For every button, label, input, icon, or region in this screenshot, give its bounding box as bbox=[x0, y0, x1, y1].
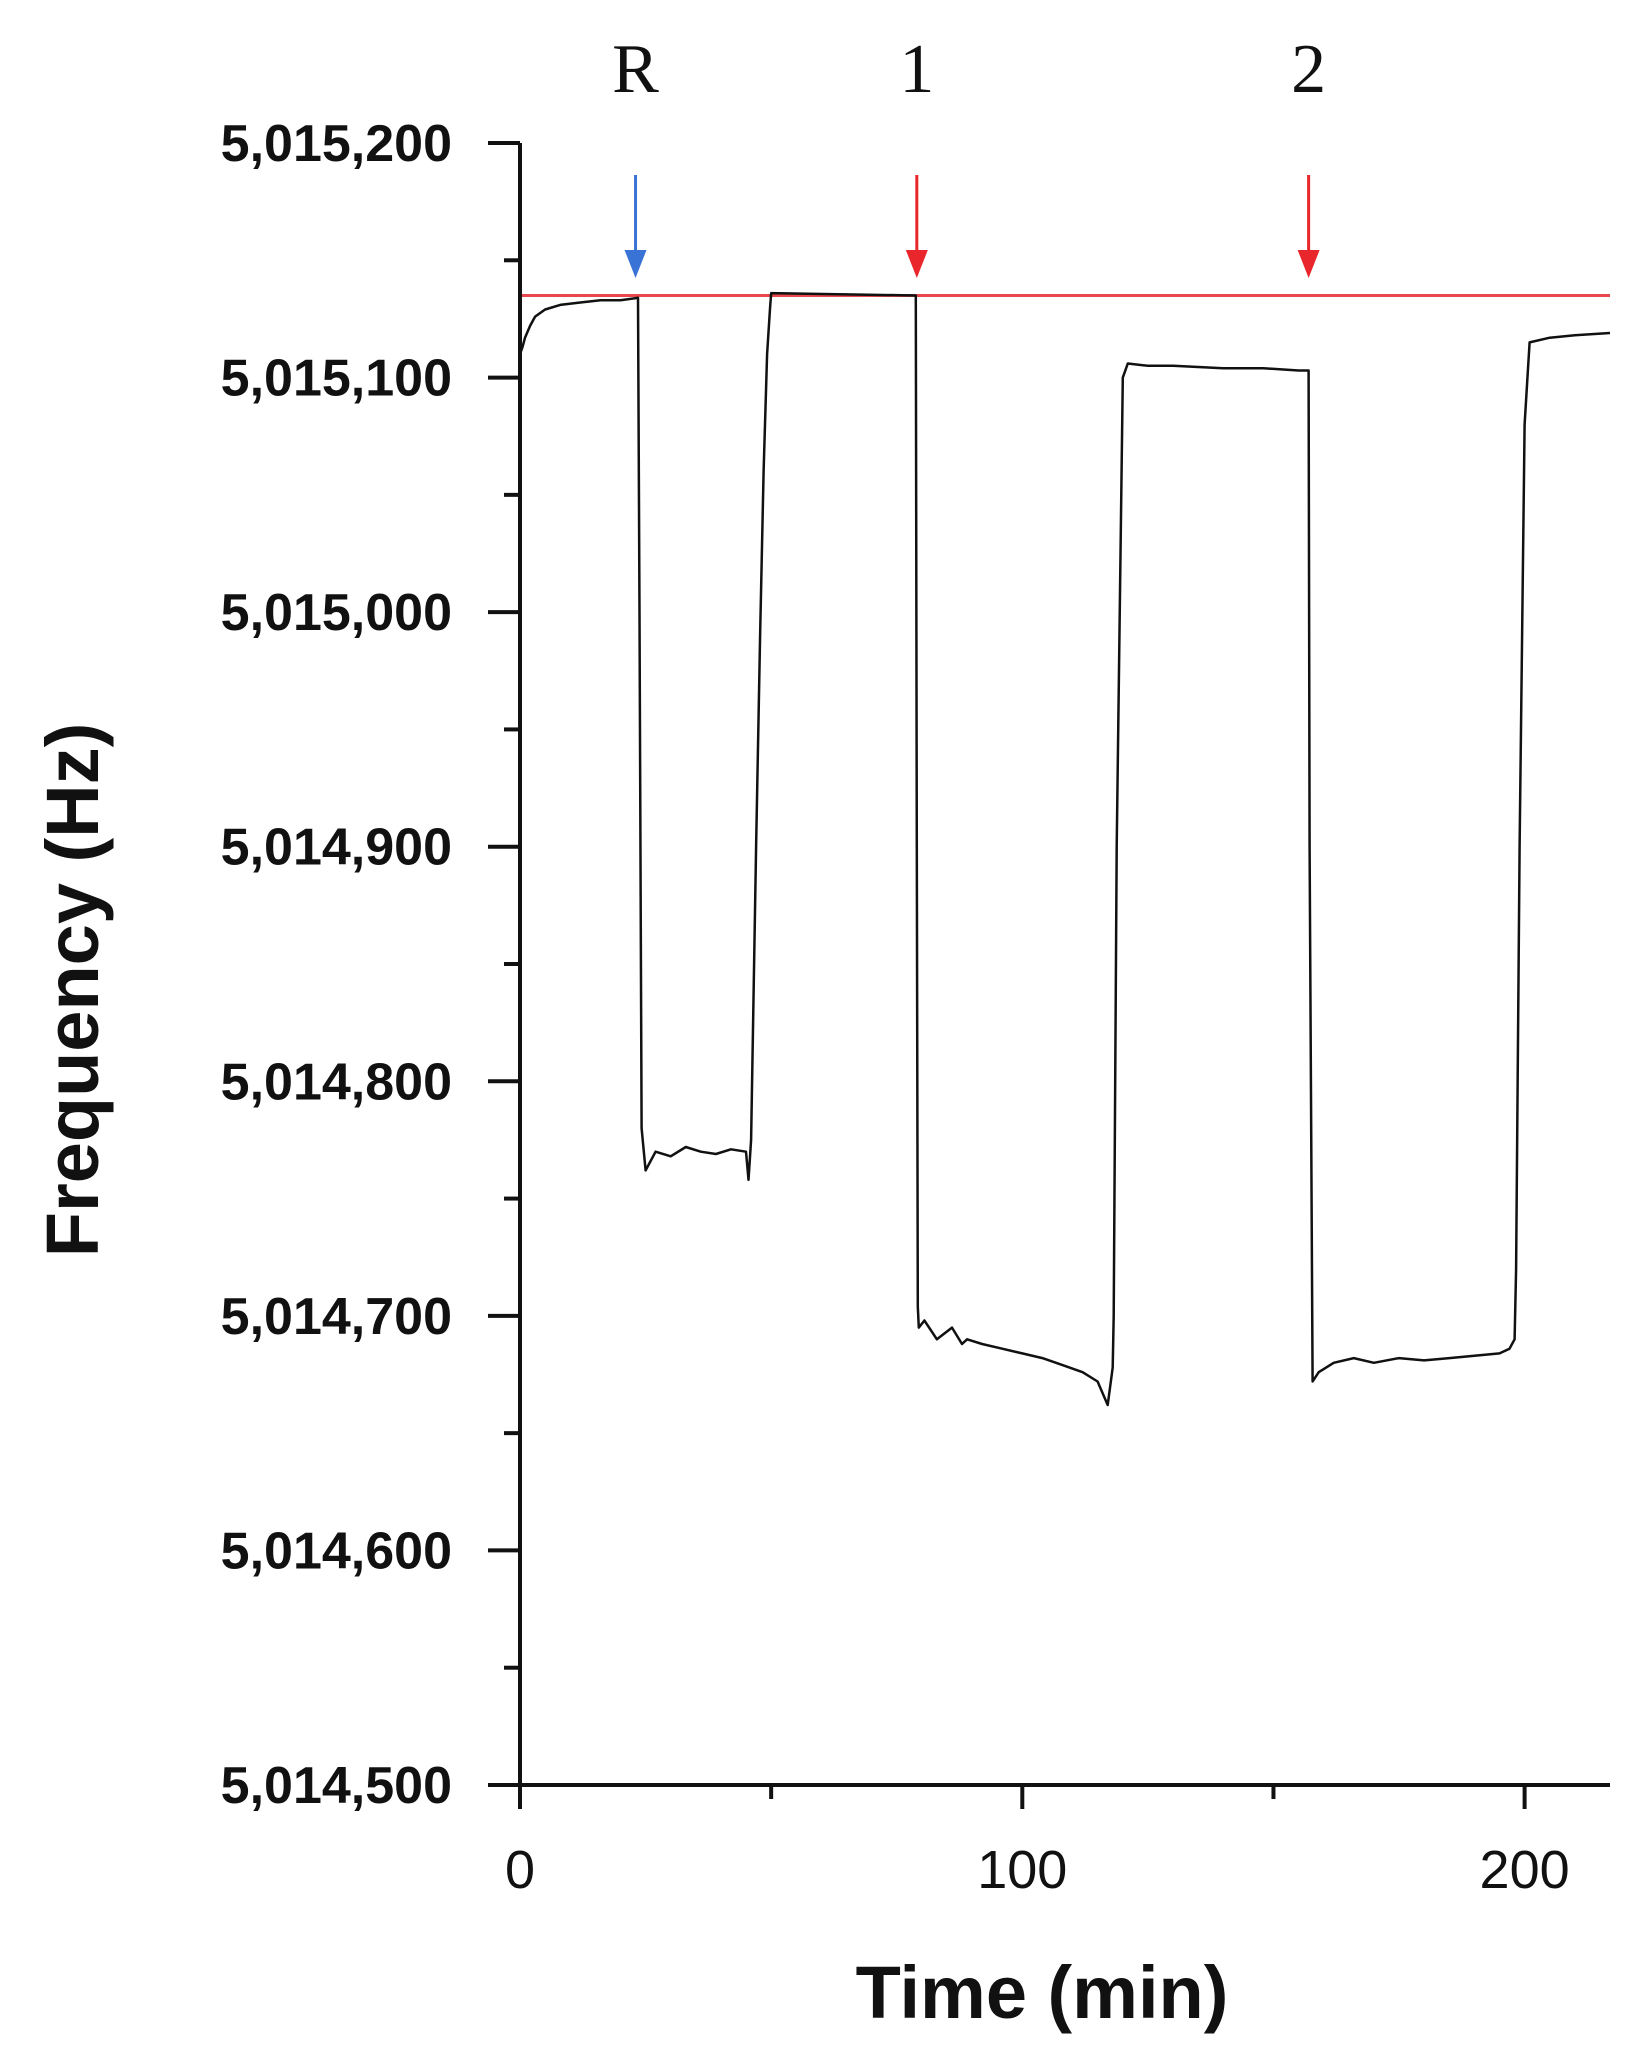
x-tick-label: 100 bbox=[977, 1840, 1067, 1900]
x-tick-label: 200 bbox=[1480, 1840, 1570, 1900]
y-tick-label: 5,014,700 bbox=[221, 1288, 452, 1346]
data-series-line bbox=[518, 291, 1611, 1407]
y-tick-label: 5,015,200 bbox=[221, 115, 452, 173]
y-tick-label: 5,014,900 bbox=[221, 819, 452, 877]
y-tick-label: 5,014,800 bbox=[221, 1053, 452, 1111]
y-axis-title: Frequency (Hz) bbox=[31, 723, 114, 1258]
y-tick-label: 5,015,100 bbox=[221, 350, 452, 408]
marker-arrowhead bbox=[624, 250, 647, 278]
x-tick-label: 0 bbox=[505, 1840, 535, 1900]
y-tick-label: 5,015,000 bbox=[221, 584, 452, 642]
x-axis-title: Time (min) bbox=[856, 1951, 1229, 2034]
marker-arrowhead bbox=[1297, 250, 1320, 278]
marker-label: 2 bbox=[1291, 31, 1326, 108]
marker-arrowhead bbox=[905, 250, 928, 278]
y-tick-label: 5,014,500 bbox=[221, 1757, 452, 1815]
marker-label: R bbox=[612, 31, 659, 108]
y-tick-label: 5,014,600 bbox=[221, 1522, 452, 1580]
marker-label: 1 bbox=[899, 31, 934, 108]
